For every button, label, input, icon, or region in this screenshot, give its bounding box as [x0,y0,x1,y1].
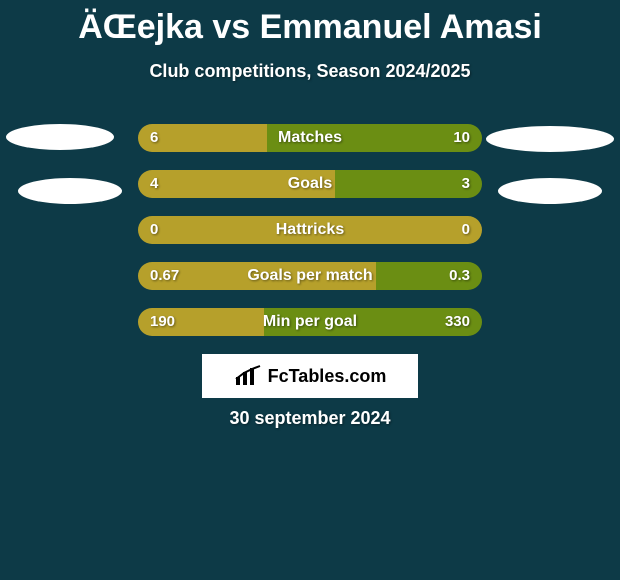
stat-bar: Hattricks00 [138,216,482,244]
page-title: ÄŒejka vs Emmanuel Amasi [0,0,620,47]
stat-bar-right [376,262,482,290]
stat-bar-left [138,308,264,336]
brand-box[interactable]: FcTables.com [202,354,418,398]
stat-bar-left [138,216,482,244]
subtitle: Club competitions, Season 2024/2025 [0,61,620,82]
stat-bar-right [264,308,482,336]
stat-bar: Matches610 [138,124,482,152]
ellipse-right-2 [498,178,602,204]
stat-bar-left [138,170,335,198]
ellipse-left-2 [18,178,122,204]
stat-bar-left [138,124,267,152]
date-line: 30 september 2024 [0,408,620,429]
stat-bar: Goals43 [138,170,482,198]
ellipse-right-1 [486,126,614,152]
comparison-infographic: ÄŒejka vs Emmanuel Amasi Club competitio… [0,0,620,580]
bar-chart-icon [234,365,262,387]
stat-bar-right [267,124,482,152]
ellipse-left-1 [6,124,114,150]
comparison-bars: Matches610 Goals43 Hattricks00 Goals per ma… [138,124,482,354]
brand-text: FcTables.com [268,366,387,387]
stat-bar: Min per goal190330 [138,308,482,336]
stat-bar-left [138,262,376,290]
stat-bar-right [335,170,482,198]
stat-bar: Goals per match0.670.3 [138,262,482,290]
